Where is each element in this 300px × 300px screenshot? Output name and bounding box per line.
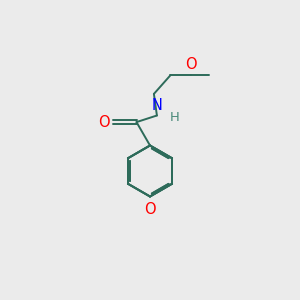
Text: O: O	[144, 202, 156, 217]
Text: O: O	[185, 57, 196, 72]
Text: N: N	[152, 98, 162, 113]
Text: H: H	[169, 111, 179, 124]
Text: O: O	[98, 115, 109, 130]
